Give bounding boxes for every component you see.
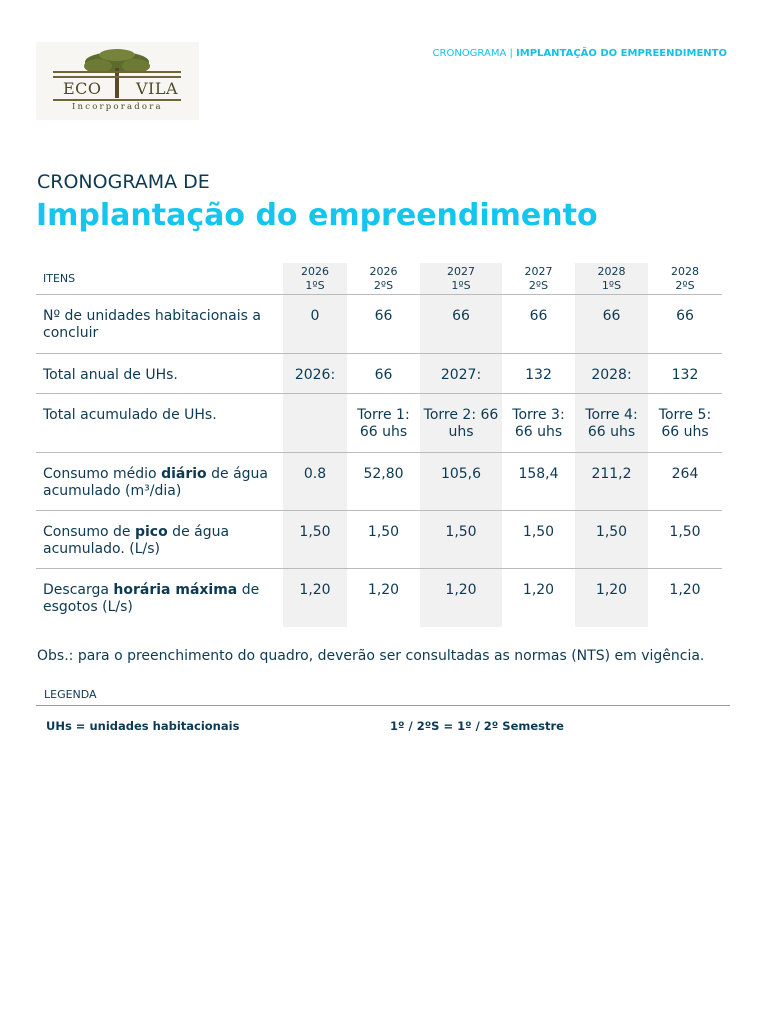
column-semester: 2ºS: [528, 278, 549, 292]
logo-word-left: ECO: [63, 79, 102, 98]
table-cell: 66: [502, 294, 575, 354]
table-cell: Torre 2: 66 uhs: [420, 393, 502, 453]
column-header: 2026 1ºS: [283, 263, 347, 295]
table-cell: 1,50: [347, 510, 420, 569]
table-cell: 1,20: [420, 568, 502, 627]
observation-note: Obs.: para o preenchimento do quadro, de…: [37, 648, 705, 664]
header-separator: |: [509, 48, 513, 59]
table-cell: 66: [575, 294, 648, 354]
column-year: 2027: [524, 264, 553, 278]
table-cell: 132: [502, 353, 575, 394]
table-cell: 1,50: [502, 510, 575, 569]
table-cell: 132: [648, 353, 722, 394]
table-cell: Torre 5: 66 uhs: [648, 393, 722, 453]
table-cell: [283, 393, 347, 453]
column-semester: 1ºS: [451, 278, 471, 292]
legend-title: LEGENDA: [44, 688, 97, 701]
tree-icon: [84, 49, 150, 98]
row-label-emphasis: pico: [134, 524, 168, 540]
table-cell: 211,2: [575, 452, 648, 511]
table-cell: 158,4: [502, 452, 575, 511]
row-label-text: Consumo médio: [43, 466, 162, 482]
row-label-text: Total anual de UHs.: [43, 367, 178, 383]
table-row: Descarga horária máxima de esgotos (L/s)…: [36, 568, 722, 627]
row-label: Total anual de UHs.: [36, 353, 283, 394]
table-cell: 1,20: [522, 582, 555, 598]
column-semester: 1ºS: [601, 278, 622, 292]
page-title: Implantação do empreendimento: [36, 198, 598, 233]
legend-item-semester: 1º / 2ºS = 1º / 2º Semestre: [390, 719, 564, 733]
table-cell: Torre 3: 66 uhs: [502, 393, 575, 453]
table-row: Consumo de pico de água acumulado. (L/s)…: [36, 510, 722, 569]
column-year: 2027: [447, 264, 475, 278]
column-year: 2028: [597, 264, 626, 278]
table-cell: 66: [347, 353, 420, 394]
table-cell: Torre 1: 66 uhs: [347, 393, 420, 453]
table-cell: 66: [420, 294, 502, 354]
table-cell: 2026:: [283, 353, 347, 394]
column-header: 2028 1ºS: [575, 263, 648, 295]
page-title-prefix: CRONOGRAMA DE: [37, 171, 210, 193]
table-row: Total acumulado de UHs. Torre 1: 66 uhs To…: [36, 393, 722, 453]
row-label: Consumo médio diário de água acumulado (…: [36, 452, 283, 511]
table-row: Consumo médio diário de água acumulado (…: [36, 452, 722, 511]
legend-divider: [36, 705, 730, 706]
column-header: 2026 2ºS: [347, 263, 420, 295]
row-label: Nº de unidades habitacionais a concluir: [36, 294, 283, 354]
row-label-text: de água acumulado (m³/dia): [43, 466, 268, 499]
column-header: 2027 1ºS: [420, 263, 502, 295]
column-semester: 1ºS: [305, 278, 325, 292]
header-prefix: CRONOGRAMA: [432, 48, 507, 59]
schedule-table: ITENS 2026 1ºS 2026 2ºS 2027 1ºS 2027 2ºS 2028 1º…: [36, 263, 722, 627]
row-label: Total acumulado de UHs.: [36, 393, 283, 453]
table-cell: 1,50: [283, 510, 347, 569]
column-year: 2028: [671, 264, 699, 278]
row-label-text: de esgotos (L/s): [43, 582, 260, 615]
logo-subtitle: Incorporadora: [72, 102, 163, 112]
row-label-emphasis: horária máxima: [113, 582, 238, 598]
row-label: Consumo de pico de água acumulado. (L/s): [36, 510, 283, 569]
table-cell: 52,80: [347, 452, 420, 511]
eco-vila-logo: ECO VILA Incorporadora: [36, 42, 199, 120]
running-header: CRONOGRAMA | IMPLANTAÇÃO DO EMPREENDIMEN…: [433, 48, 727, 59]
table-cell: 66: [347, 294, 420, 354]
table-cell: Torre 4: 66 uhs: [575, 393, 648, 453]
row-label-emphasis: diário: [161, 466, 207, 482]
table-cell: 264: [648, 452, 722, 511]
column-semester: 2ºS: [373, 278, 394, 292]
table-cell: 105,6: [420, 452, 502, 511]
column-year: 2026: [369, 264, 398, 278]
row-label-text: Consumo de: [43, 524, 135, 540]
column-semester: 2ºS: [675, 278, 695, 292]
table-cell: 1,50: [420, 510, 502, 569]
column-header: 2028 2ºS: [648, 263, 722, 295]
row-label-text: Descarga: [43, 582, 114, 598]
table-cell: 1,20: [669, 582, 701, 598]
table-row: Total anual de UHs. 2026: 66 2027: 132 2028: 1…: [36, 353, 722, 394]
logo-word-right: VILA: [136, 79, 179, 98]
table-header-row: ITENS 2026 1ºS 2026 2ºS 2027 1ºS 2027 2ºS 2028 1º…: [36, 263, 722, 295]
table-cell: 1,20: [575, 568, 648, 627]
table-cell: 1,50: [648, 510, 722, 569]
legend-item-uhs: UHs = unidades habitacionais: [46, 719, 240, 733]
table-cell: 1,20: [367, 582, 400, 598]
table-cell: 1,20: [283, 568, 347, 627]
table-row: Nº de unidades habitacionais a concluir 0…: [36, 294, 722, 354]
row-label-text: de água acumulado. (L/s): [43, 524, 230, 557]
row-label-text: Total acumulado de UHs.: [43, 407, 217, 423]
itens-header: ITENS: [36, 263, 283, 295]
table-cell: 0: [283, 294, 347, 354]
column-header: 2027 2ºS: [502, 263, 575, 295]
row-label: Descarga horária máxima de esgotos (L/s): [36, 569, 283, 627]
table-cell: 0.8: [283, 452, 347, 511]
table-cell: 66: [648, 294, 722, 354]
row-label-text: Nº de unidades habitacionais a concluir: [43, 308, 261, 341]
column-year: 2026: [301, 264, 329, 278]
header-highlight: IMPLANTAÇÃO DO EMPREENDIMENTO: [516, 48, 727, 59]
table-cell: 2027:: [420, 353, 502, 394]
table-cell: 2028:: [575, 353, 648, 394]
table-cell: 1,50: [575, 510, 648, 569]
